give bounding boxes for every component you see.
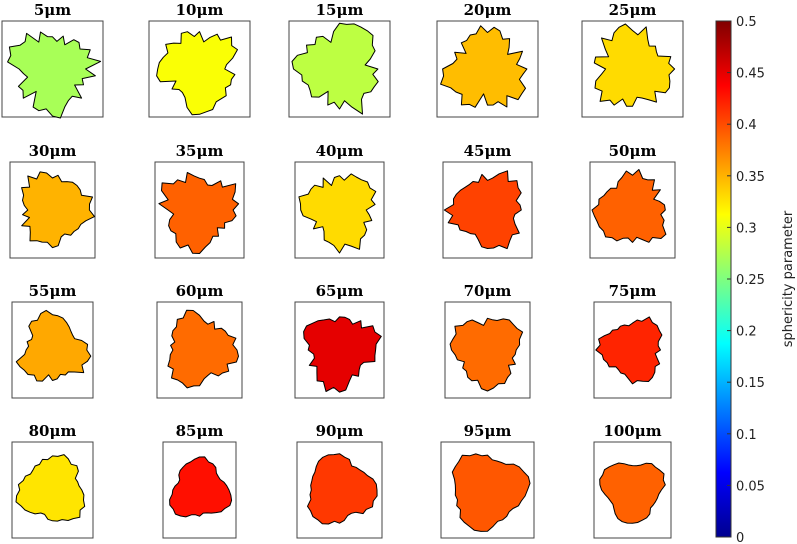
panel-3: 15μm xyxy=(288,1,391,118)
panel-frame xyxy=(1,20,104,118)
panel-frame xyxy=(593,441,672,539)
panel-frame xyxy=(154,161,245,259)
panel-frame xyxy=(444,301,531,399)
panel-15: 75μm xyxy=(593,282,672,399)
particle-shape xyxy=(595,316,663,385)
panel-frame xyxy=(11,441,94,539)
panel-8: 40μm xyxy=(294,142,385,259)
particle-shape xyxy=(443,170,522,250)
panel-title: 10μm xyxy=(176,1,224,19)
panel-frame xyxy=(9,161,96,259)
panel-title: 35μm xyxy=(176,142,224,160)
panel-title: 55μm xyxy=(29,282,77,300)
particle-shape xyxy=(303,316,382,393)
panel-frame xyxy=(288,20,391,118)
panel-13: 65μm xyxy=(294,282,385,399)
panel-10: 50μm xyxy=(589,142,676,259)
colorbar-label: sphericity parameter xyxy=(781,210,796,347)
panel-4: 20μm xyxy=(436,1,539,118)
colorbar-tick-label: 0.05 xyxy=(736,479,765,494)
particle-shape xyxy=(449,317,524,392)
panel-frame xyxy=(294,161,385,259)
particle-shape xyxy=(15,454,86,522)
panel-title: 95μm xyxy=(464,422,512,440)
particle-shape xyxy=(291,22,379,115)
panel-title: 30μm xyxy=(29,142,77,160)
panel-7: 35μm xyxy=(154,142,245,259)
particle-shape xyxy=(307,453,378,525)
panel-frame xyxy=(581,20,684,118)
colorbar-tick-label: 0.25 xyxy=(736,273,765,288)
colorbar: 0 0.05 0.1 0.15 0.2 0.25 0.3 0.35 0.4 0.45 0.5 sph… xyxy=(715,15,796,544)
panel-title: 5μm xyxy=(34,1,71,19)
panel-6: 30μm xyxy=(9,142,96,259)
panel-frame xyxy=(436,20,539,118)
panel-14: 70μm xyxy=(444,282,531,399)
panel-1: 5μm xyxy=(1,1,104,119)
panel-grid: 5μm 10μm 15μm 20μm 25μm 30μm 35μm 40μm 45μm 50μm 5… xyxy=(1,1,684,539)
panel-title: 60μm xyxy=(176,282,224,300)
panel-title: 85μm xyxy=(176,422,224,440)
panel-18: 90μm xyxy=(296,422,383,539)
panel-11: 55μm xyxy=(11,282,94,399)
panel-title: 20μm xyxy=(464,1,512,19)
colorbar-tick-label: 0.2 xyxy=(736,325,757,340)
particle-shape xyxy=(156,31,238,116)
colorbar-ticks: 0 0.05 0.1 0.15 0.2 0.25 0.3 0.35 0.4 0.45 0.5 xyxy=(727,15,765,544)
panel-title: 25μm xyxy=(609,1,657,19)
panel-title: 65μm xyxy=(316,282,364,300)
panel-title: 45μm xyxy=(464,142,512,160)
colorbar-tick-label: 0.5 xyxy=(736,15,757,30)
panel-20: 100μm xyxy=(593,422,672,539)
particle-shape xyxy=(593,23,676,107)
panel-frame xyxy=(440,441,535,539)
panel-frame xyxy=(11,301,94,399)
panel-title: 40μm xyxy=(316,142,364,160)
colorbar-tick-label: 0.45 xyxy=(736,67,765,82)
colorbar-tick-label: 0.3 xyxy=(736,221,757,236)
particle-shape xyxy=(298,173,377,254)
particle-shape xyxy=(169,456,233,518)
panel-title: 100μm xyxy=(603,422,661,440)
panel-12: 60μm xyxy=(156,282,243,399)
particle-shape xyxy=(599,462,666,524)
colorbar-tick-label: 0.35 xyxy=(736,170,765,185)
particle-shape xyxy=(21,171,95,249)
panel-frame xyxy=(442,161,533,259)
panel-title: 70μm xyxy=(464,282,512,300)
colorbar-tick-label: 0.15 xyxy=(736,376,765,391)
panel-9: 45μm xyxy=(442,142,533,259)
panel-17: 85μm xyxy=(162,422,237,539)
particle-shape xyxy=(15,309,92,382)
particle-shape xyxy=(451,453,531,532)
panel-title: 50μm xyxy=(609,142,657,160)
particle-shape xyxy=(7,31,102,119)
panel-5: 25μm xyxy=(581,1,684,118)
panel-19: 95μm xyxy=(440,422,535,539)
panel-16: 80μm xyxy=(11,422,94,539)
particle-shape xyxy=(591,169,667,243)
particle-shape xyxy=(167,309,239,389)
panel-frame xyxy=(148,20,251,118)
panel-frame xyxy=(593,301,672,399)
colorbar-tick-label: 0 xyxy=(736,531,744,544)
panel-frame xyxy=(156,301,243,399)
panel-2: 10μm xyxy=(148,1,251,118)
colorbar-tick-label: 0.1 xyxy=(736,428,757,443)
particle-shape xyxy=(158,172,240,254)
panel-frame xyxy=(294,301,385,399)
panel-title: 15μm xyxy=(316,1,364,19)
panel-frame xyxy=(589,161,676,259)
panel-frame xyxy=(162,441,237,539)
panel-frame xyxy=(296,441,383,539)
panel-title: 75μm xyxy=(609,282,657,300)
panel-title: 90μm xyxy=(316,422,364,440)
colorbar-tick-label: 0.4 xyxy=(736,118,757,133)
particle-shape xyxy=(440,25,528,108)
panel-title: 80μm xyxy=(29,422,77,440)
